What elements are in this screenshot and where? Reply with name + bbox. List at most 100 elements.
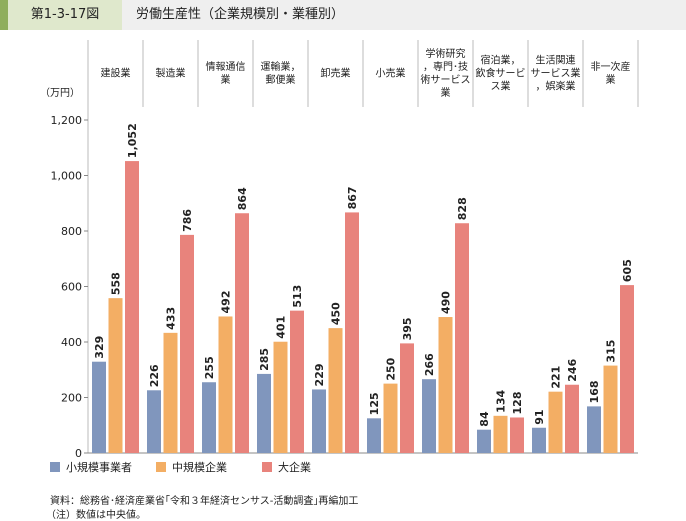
source-note: 資料：総務省･経済産業省｢令和３年経済センサス-活動調査｣再編加工 xyxy=(50,496,359,507)
data-label: 91 xyxy=(533,409,546,424)
bar-3 xyxy=(565,384,579,453)
y-tick-label: 0 xyxy=(75,447,82,460)
data-label: 401 xyxy=(275,316,288,339)
data-label: 1,052 xyxy=(126,123,139,158)
data-label: 315 xyxy=(605,340,618,363)
data-label: 128 xyxy=(511,392,524,415)
category-label: 宿泊業， xyxy=(481,54,521,67)
bar-1 xyxy=(147,390,161,453)
data-label: 786 xyxy=(181,209,194,232)
bar-3 xyxy=(455,223,469,453)
y-tick-label: 1,200 xyxy=(51,114,83,127)
bar-2 xyxy=(218,316,233,453)
category-label: 学術研究 xyxy=(426,47,466,60)
data-label: 125 xyxy=(368,392,381,415)
data-label: 226 xyxy=(148,364,161,387)
legend-label: 小規模事業者 xyxy=(66,460,132,474)
data-label: 246 xyxy=(566,358,579,381)
data-label: 168 xyxy=(588,380,601,403)
bar-2 xyxy=(163,332,178,453)
category-label: サービス業 xyxy=(531,67,581,80)
bar-1 xyxy=(367,418,381,453)
category-label: 飲食サービ xyxy=(476,67,526,80)
category-label: ，専門･技 xyxy=(423,60,468,73)
figure-header: 第1-3-17図 労働生産性（企業規模別・業種別） xyxy=(0,0,686,30)
data-label: 490 xyxy=(440,291,453,314)
category-label: 生活関連 xyxy=(536,54,576,67)
data-label: 867 xyxy=(346,186,359,209)
data-label: 828 xyxy=(456,197,469,220)
category-label: 情報通信 xyxy=(206,60,246,73)
footnote: （注）数値は中央値。 xyxy=(46,510,146,521)
category-label: 卸売業 xyxy=(321,67,351,80)
figure-title: 労働生産性（企業規模別・業種別） xyxy=(136,7,345,22)
category-label: 郵便業 xyxy=(266,73,296,86)
bar-3 xyxy=(125,161,139,453)
category-label: 業 xyxy=(606,73,616,86)
legend-swatch xyxy=(50,462,60,472)
bar-3 xyxy=(400,343,414,453)
data-label: 329 xyxy=(93,336,106,359)
bar-3 xyxy=(345,212,359,453)
y-tick-label: 800 xyxy=(61,225,82,238)
data-label: 492 xyxy=(220,291,233,314)
y-tick-label: 200 xyxy=(61,392,82,405)
data-label: 250 xyxy=(385,357,398,380)
data-label: 84 xyxy=(478,411,491,427)
data-label: 221 xyxy=(550,366,563,389)
header-accent xyxy=(0,0,8,30)
category-label: 術サービス xyxy=(421,73,471,86)
y-axis-label: （万円） xyxy=(40,87,80,99)
bar-1 xyxy=(202,382,216,453)
data-label: 450 xyxy=(330,302,343,325)
figure-number: 第1-3-17図 xyxy=(8,0,122,30)
bar-3 xyxy=(180,234,194,453)
data-label: 134 xyxy=(495,390,508,413)
bar-2 xyxy=(548,391,563,453)
bar-1 xyxy=(257,373,271,453)
bar-3 xyxy=(235,213,249,453)
category-label: ，娯楽業 xyxy=(536,80,576,93)
bar-2 xyxy=(493,415,508,453)
bar-1 xyxy=(312,389,326,453)
category-label: ス業 xyxy=(491,80,511,93)
data-label: 558 xyxy=(110,272,123,295)
y-tick-label: 400 xyxy=(61,336,82,349)
category-label: 製造業 xyxy=(156,67,186,80)
data-label: 513 xyxy=(291,285,304,308)
bar-2 xyxy=(383,383,398,453)
bar-1 xyxy=(587,406,601,453)
data-label: 864 xyxy=(236,187,249,210)
bar-2 xyxy=(273,341,288,453)
data-label: 605 xyxy=(621,259,634,282)
data-label: 266 xyxy=(423,353,436,376)
category-label: 業 xyxy=(441,86,451,99)
bar-1 xyxy=(477,429,491,453)
data-label: 229 xyxy=(313,363,326,386)
legend-label: 中規模企業 xyxy=(172,460,227,474)
bar-2 xyxy=(438,317,453,453)
y-tick-label: 600 xyxy=(61,281,82,294)
data-label: 433 xyxy=(165,307,178,330)
category-label: 建設業 xyxy=(101,67,131,80)
bar-1 xyxy=(92,361,106,453)
data-label: 285 xyxy=(258,348,271,371)
y-tick-label: 1,000 xyxy=(51,170,83,183)
bar-3 xyxy=(510,417,524,453)
legend-swatch xyxy=(156,462,166,472)
bar-1 xyxy=(532,427,546,453)
legend-label: 大企業 xyxy=(278,460,311,474)
category-label: 小売業 xyxy=(376,67,406,80)
data-label: 255 xyxy=(203,356,216,379)
category-label: 非一次産 xyxy=(591,60,631,73)
data-label: 395 xyxy=(401,317,414,340)
legend-swatch xyxy=(262,462,272,472)
bar-3 xyxy=(290,310,304,453)
bar-3 xyxy=(620,285,634,453)
bar-1 xyxy=(422,379,436,453)
bar-2 xyxy=(328,328,343,453)
category-label: 運輸業， xyxy=(261,60,301,73)
bar-2 xyxy=(603,365,618,453)
category-label: 業 xyxy=(221,73,231,86)
